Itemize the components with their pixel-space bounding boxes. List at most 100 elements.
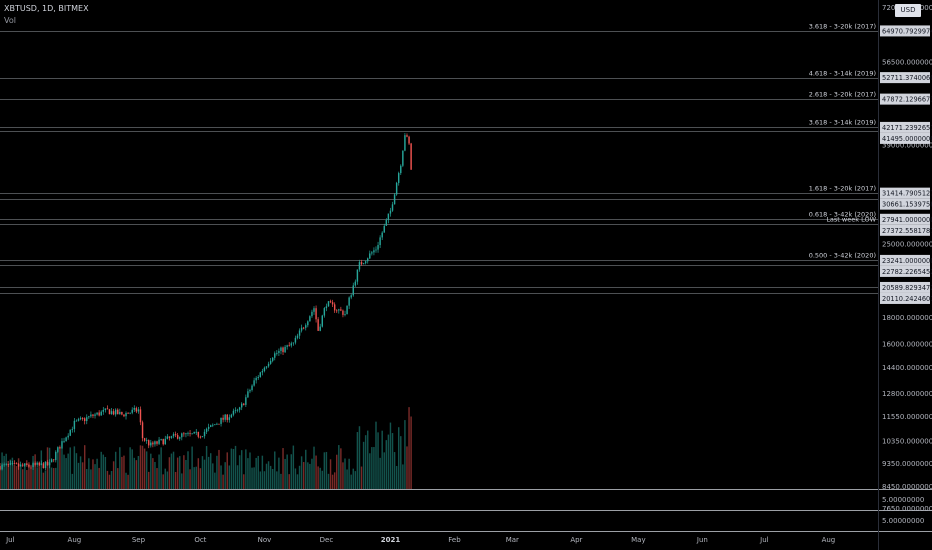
volume-bar [191,446,193,489]
volume-bar [327,473,330,489]
volume-bar [181,473,183,489]
candle-body [197,431,200,437]
volume-bar [379,457,381,489]
time-tick-label: 2021 [381,536,401,544]
volume-bar [40,450,43,489]
volume-bar [300,456,303,489]
candle-body [276,352,278,354]
candle-body [73,420,76,429]
candle-body [282,347,284,353]
candle-body [354,281,357,286]
volume-bar [143,448,146,489]
level-value-label: 52711.37400603 [882,74,932,82]
candle-body [187,433,189,434]
volume-bar [243,474,245,489]
candle-body [79,418,82,420]
candle-body [360,262,363,265]
candle-body [406,135,408,137]
candle-body [143,438,146,441]
volume-bar [354,471,357,489]
candles [0,132,412,471]
time-tick-label: Oct [194,536,206,544]
candle-body [209,425,212,427]
candle-body [400,165,402,174]
volume-bar [102,454,105,489]
volume-bar [63,454,65,489]
volume-bar [110,470,113,489]
volume-bar [331,474,334,489]
candle-body [313,308,315,312]
candle-body [385,220,388,226]
volume-bar [263,471,266,489]
volume-bar [166,471,169,489]
volume-bar [201,456,204,489]
volume-bar [249,452,251,489]
level-value-box [880,224,930,236]
volume-bar [160,447,162,489]
level-value-box [880,292,930,304]
candle-body [5,463,7,465]
candle-body [94,414,96,416]
volume-bar [371,447,373,489]
volume-bar [404,420,406,489]
candle-body [402,150,404,166]
currency-button[interactable]: USD [895,4,921,17]
volume-bar [395,466,398,489]
time-tick-label: May [631,536,645,544]
volume-bar [104,456,107,489]
volume-bar [9,459,12,489]
candle-body [121,411,123,415]
volume-bar [385,440,388,489]
volume-bar [30,468,32,489]
candle-body [83,418,86,422]
volume-bar [356,432,359,489]
candle-body [127,413,129,414]
candle-body [236,409,239,411]
volume-bar [207,456,210,489]
volume-bar [24,464,26,489]
candle-body [154,441,156,445]
volume-bar [11,457,14,489]
candle-body [3,464,5,466]
level-value-box [880,93,930,105]
candle-body [274,353,276,358]
candle-body [193,431,195,434]
candle-body [336,310,338,312]
volume-bar [117,468,119,489]
volume-bar [162,474,164,489]
volume-bar [383,452,385,489]
candle-body [222,417,224,420]
candle-body [42,463,45,469]
candle-body [67,435,69,438]
candle-body [255,377,257,381]
level-value-box [880,265,930,277]
candle-body [342,310,344,315]
candle-body [267,363,270,367]
candle-body [162,439,164,445]
candle-body [145,440,148,441]
volume-bar [267,461,270,489]
candle-body [261,371,264,373]
price-tick-label: 18000.00000000 [882,314,932,322]
candle-body [383,225,385,233]
candle-body [369,253,371,259]
volume-bar [240,450,243,489]
volume-bar [52,468,55,489]
volume-bar [108,474,111,489]
time-tick-label: Feb [448,536,461,544]
level-value-box [880,254,930,266]
volume-bar [352,468,354,489]
candle-body [108,409,111,415]
candle-body [311,311,313,317]
level-value-label: 41495.00000000 [882,135,932,143]
volume-bar [280,473,282,489]
candle-body [172,434,175,437]
volume-bar [274,451,276,489]
candle-body [38,462,40,465]
level-value-label: 47872.12966733 [882,96,932,104]
candle-body [13,463,16,465]
candle-body [203,431,206,437]
volume-bar [164,468,166,489]
